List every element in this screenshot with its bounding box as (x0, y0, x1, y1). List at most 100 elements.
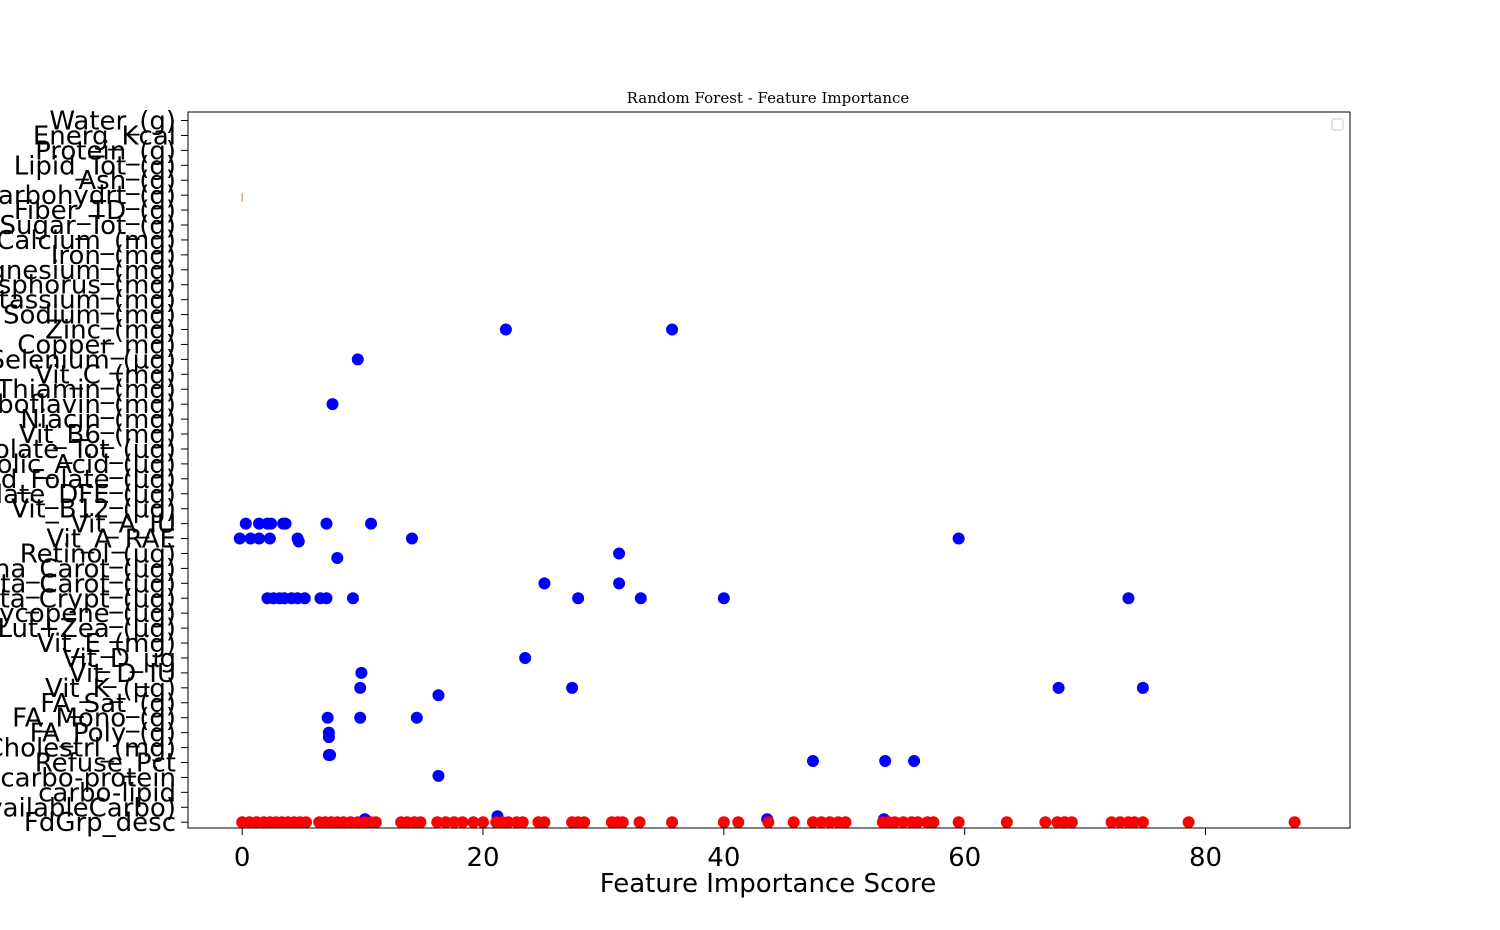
red-point (439, 816, 452, 829)
y-tick-label: Vit_B6_(mg) (19, 420, 176, 450)
y-tick-label: Lut+Zea_(µg) (0, 614, 176, 644)
blue-point (538, 577, 551, 590)
blue-point (244, 532, 257, 545)
y-axis: Water_(g)Energ_KcalProtein_(g)Lipid_Tot_… (0, 107, 188, 838)
y-tick-label: Folate_DFE_(µg) (0, 480, 176, 510)
y-tick-label: Sugar_Tot_(g) (0, 211, 176, 241)
y-tick-label: Alpha_Carot_(µg) (0, 554, 176, 584)
y-tick-label: Protein_(g) (35, 136, 176, 166)
red-point (467, 816, 480, 829)
blue-point (320, 592, 333, 605)
red-point (911, 816, 924, 829)
red-point (762, 816, 775, 829)
y-tick-label: Iron_(mg) (51, 241, 176, 271)
y-tick-label: Thiamin_(mg) (0, 375, 176, 405)
blue-point (666, 323, 679, 336)
y-tick-label: Vit_A_IU (71, 510, 176, 540)
blue-point (717, 592, 730, 605)
blue-point (432, 769, 445, 782)
red-point (1128, 816, 1141, 829)
y-tick-label: FA_Poly_(g) (30, 719, 176, 749)
blue-point (432, 689, 445, 702)
y-tick-label: Lipid_Tot_(g) (14, 151, 176, 181)
chart-title: Random Forest - Feature Importance (627, 89, 910, 107)
blue-point (321, 711, 334, 724)
red-point (823, 816, 836, 829)
blue-point (634, 592, 647, 605)
blue-point (499, 323, 512, 336)
red-point (1136, 816, 1149, 829)
red-point (616, 816, 629, 829)
y-tick-label: Folic_Acid_(µg) (0, 450, 176, 480)
blue-point (279, 517, 292, 530)
y-tick-label: Copper_mg) (17, 330, 176, 360)
blue-point (298, 592, 311, 605)
blue-point (324, 749, 337, 762)
red-point (516, 816, 529, 829)
red-point (1114, 816, 1127, 829)
y-tick-label: Vit_E_(mg) (37, 629, 176, 659)
y-tick-label: FA_Mono_(g) (12, 704, 176, 734)
legend-box[interactable] (1331, 118, 1344, 131)
y-tick-label: Niacin_(mg) (20, 405, 176, 435)
y-tick-label: Ash_(g) (78, 166, 176, 196)
y-tick-label: Vit_C_(mg) (35, 360, 176, 390)
blue-point (806, 754, 819, 767)
x-axis-label: Feature Importance Score (600, 869, 937, 899)
blue-point (239, 517, 252, 530)
blue-point (1136, 681, 1149, 694)
red-point (952, 816, 965, 829)
y-tick-label: Food_Folate_(µg) (0, 465, 176, 495)
red-point (717, 816, 730, 829)
y-tick-label: Cholestrl_(mg) (0, 734, 176, 764)
y-tick-label: Magnesium_(mg) (0, 256, 176, 286)
scatter-points (233, 323, 1301, 829)
blue-point (292, 535, 305, 548)
red-point (502, 816, 515, 829)
red-point (839, 816, 852, 829)
y-tick-label: Vit_A_RAE (46, 525, 176, 555)
blue-point (952, 532, 965, 545)
blue-point (879, 754, 892, 767)
red-point (456, 816, 469, 829)
y-tick-label: Phosphorus_(mg) (0, 271, 176, 301)
y-tick-label: Beta_Crypt_(µg) (0, 584, 176, 614)
blue-point (322, 731, 335, 744)
blue-point (354, 681, 367, 694)
y-tick-label: Sodium_(mg) (3, 301, 176, 331)
x-tick-label: 0 (234, 843, 251, 873)
y-tick-label: carbo-protein (0, 763, 176, 793)
blue-point (410, 711, 423, 724)
blue-point (253, 517, 266, 530)
blue-point (1122, 592, 1135, 605)
red-point (732, 816, 745, 829)
y-tick-label: Retinol_(µg) (20, 539, 176, 569)
y-tick-label: Vit_B12_(µg) (11, 495, 176, 525)
red-point (815, 816, 828, 829)
y-tick-label: Selenium_(µg) (0, 345, 176, 375)
red-point (1182, 816, 1195, 829)
red-point (633, 816, 646, 829)
y-tick-label: Calcium_(mg) (0, 226, 176, 256)
blue-point (326, 398, 339, 411)
x-tick-label: 80 (1189, 843, 1222, 873)
y-tick-label: Riboflavin_(mg) (0, 390, 176, 420)
red-point (666, 816, 679, 829)
y-tick-label: Refuse_Pct (35, 748, 176, 778)
red-point (927, 816, 940, 829)
y-tick-label: carbo-lipid (38, 778, 176, 808)
x-tick-label: 40 (707, 843, 740, 873)
x-tick-label: 60 (948, 843, 981, 873)
red-point (369, 816, 382, 829)
blue-point (405, 532, 418, 545)
y-tick-label: Carbohydrt_(g) (0, 181, 176, 211)
blue-point (351, 353, 364, 366)
y-tick-label: Vit_D_IU (69, 659, 176, 689)
red-point (1105, 816, 1118, 829)
y-tick-label: Folate_Tot_(µg) (0, 435, 176, 465)
blue-point (613, 577, 626, 590)
y-tick-label: Water_(g) (49, 107, 176, 137)
y-tick-label: Fiber_TD_(g) (14, 196, 176, 226)
blue-point (233, 532, 246, 545)
